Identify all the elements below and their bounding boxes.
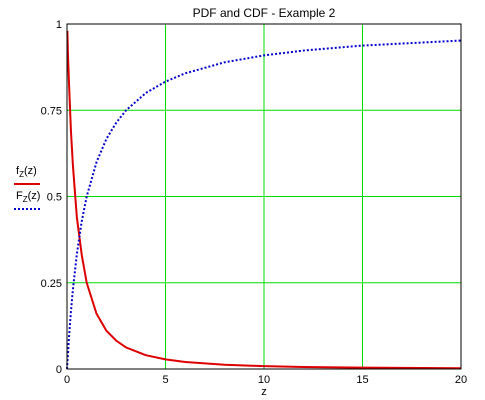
x-tick-label-3: 15 (356, 374, 368, 386)
grid-lines (67, 24, 461, 369)
x-tick-label-2: 10 (258, 374, 270, 386)
legend-pdf-sub: Z (19, 170, 24, 179)
y-tick-label-4: 1 (56, 19, 62, 31)
x-tick-label-4: 20 (455, 374, 467, 386)
x-tick-label-1: 5 (162, 374, 168, 386)
x-axis-label: z (261, 386, 267, 398)
series-line-pdf (66, 30, 462, 370)
x-tick-label-0: 0 (64, 374, 70, 386)
legend-cdf-suffix: (z) (28, 190, 41, 202)
series-line-cdf (66, 39, 462, 370)
series-layer (66, 30, 462, 370)
legend-label-pdf: fZ(z) (16, 165, 37, 179)
legend-pdf-suffix: (z) (24, 165, 37, 177)
y-tick-label-0: 0 (56, 364, 62, 376)
legend: fZ(z) FZ(z) (14, 165, 40, 210)
legend-pdf-main: f (16, 165, 20, 177)
legend-label-cdf: FZ(z) (16, 190, 40, 204)
chart-title: PDF and CDF - Example 2 (193, 6, 336, 20)
plot-frame (66, 23, 462, 370)
legend-cdf-main: F (16, 190, 23, 202)
legend-cdf-sub: Z (23, 195, 28, 204)
y-tick-label-2: 0.5 (47, 192, 62, 204)
y-tick-label-1: 0.25 (41, 278, 62, 290)
y-tick-label-3: 0.75 (41, 105, 62, 117)
tick-labels: 0 5 10 15 20 0 0.25 0.5 0.75 1 (41, 19, 468, 386)
